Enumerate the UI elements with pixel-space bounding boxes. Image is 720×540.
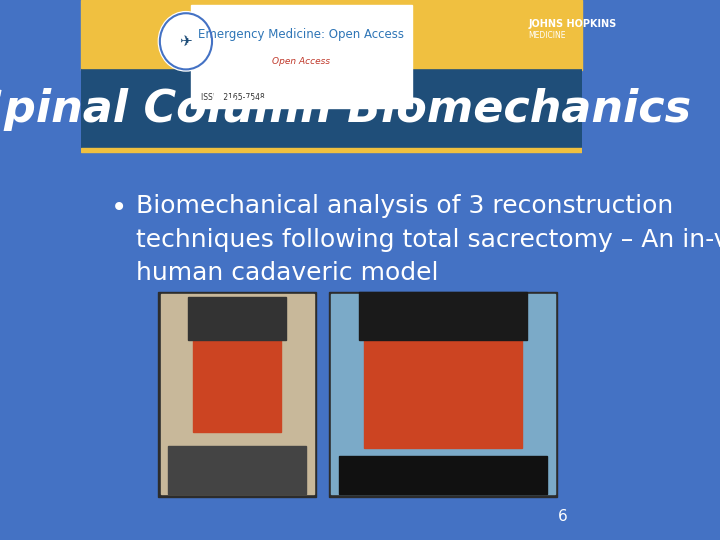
Circle shape xyxy=(158,11,214,71)
Bar xyxy=(81,63,582,68)
Text: Spinal Column Biomechanics: Spinal Column Biomechanics xyxy=(0,88,691,131)
Text: MEDICINE: MEDICINE xyxy=(528,31,566,39)
Bar xyxy=(81,68,582,151)
Text: ISSN: 2165-7548: ISSN: 2165-7548 xyxy=(201,93,265,102)
Polygon shape xyxy=(515,19,520,35)
Bar xyxy=(161,294,314,494)
Bar xyxy=(168,446,307,494)
Bar xyxy=(329,292,557,497)
Bar xyxy=(189,297,287,340)
Text: Open Access: Open Access xyxy=(272,57,330,66)
Bar xyxy=(158,292,316,497)
Text: Emergency Medicine: Open Access: Emergency Medicine: Open Access xyxy=(198,28,405,40)
Bar xyxy=(194,335,282,432)
Bar xyxy=(339,456,547,494)
Text: ✈: ✈ xyxy=(179,34,192,49)
Text: •: • xyxy=(111,194,127,222)
Bar xyxy=(81,148,582,152)
Text: JOHNS HOPKINS: JOHNS HOPKINS xyxy=(528,19,616,29)
Bar xyxy=(359,292,527,340)
Bar xyxy=(364,340,522,448)
Bar xyxy=(331,294,555,494)
Text: 6: 6 xyxy=(557,509,567,524)
Text: Biomechanical analysis of 3 reconstruction
techniques following total sacrectomy: Biomechanical analysis of 3 reconstructi… xyxy=(136,194,720,286)
Bar xyxy=(81,0,582,70)
Bar xyxy=(191,5,412,108)
